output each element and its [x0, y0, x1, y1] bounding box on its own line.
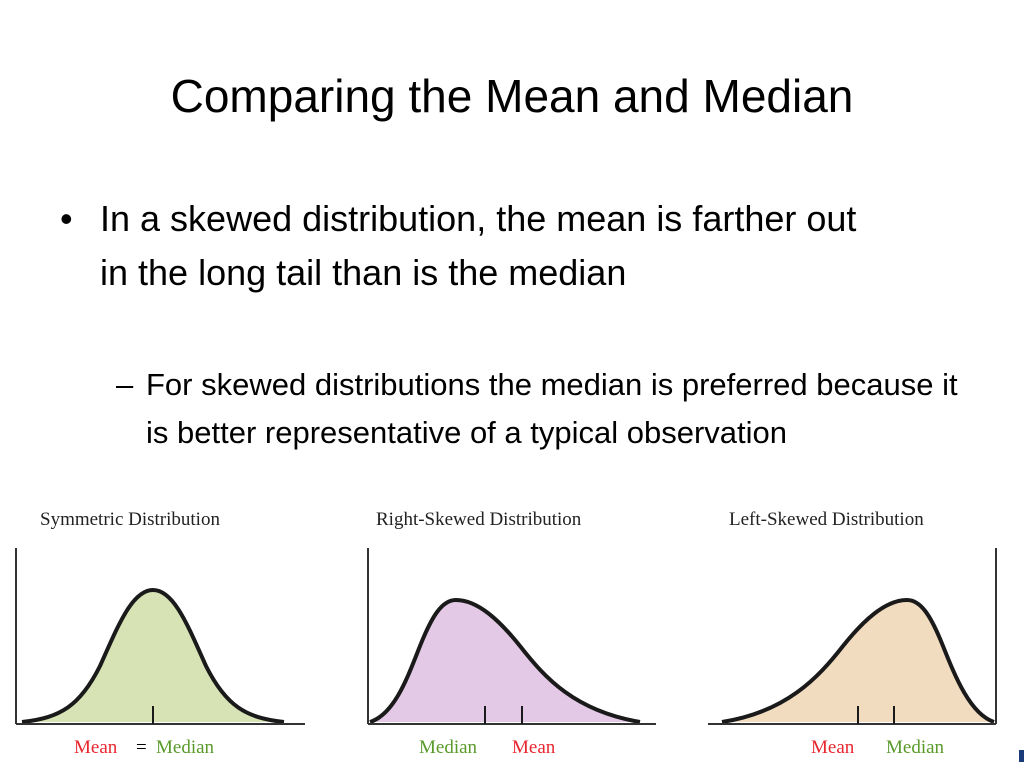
right-skewed-median-label: Median	[419, 737, 478, 758]
right-skewed-mean-label: Mean	[512, 737, 556, 758]
left-skewed-median-label: Median	[886, 737, 945, 758]
symmetric-equals-sign: =	[136, 737, 147, 758]
distribution-figure: Symmetric Distribution Mean = Median Rig…	[0, 496, 1024, 768]
right-skewed-curve-fill	[370, 600, 640, 722]
slide-title: Comparing the Mean and Median	[170, 70, 854, 122]
distribution-figure-svg: Symmetric Distribution Mean = Median Rig…	[15, 509, 997, 758]
symmetric-panel: Symmetric Distribution Mean = Median	[15, 509, 305, 758]
left-skewed-panel-title: Left-Skewed Distribution	[729, 509, 924, 530]
symmetric-mean-label: Mean	[74, 737, 118, 758]
sub-bullet: – For skewed distributions the median is…	[116, 361, 976, 491]
symmetric-median-label: Median	[156, 737, 215, 758]
bullet-marker: •	[60, 198, 73, 239]
subbullet-marker: –	[116, 367, 134, 402]
right-skewed-curve	[369, 597, 641, 724]
symmetric-panel-title: Symmetric Distribution	[40, 509, 220, 530]
symmetric-curve-fill	[22, 590, 284, 722]
left-skewed-curve	[721, 597, 995, 724]
sub-bullet-text: For skewed distributions the median is p…	[146, 367, 958, 450]
left-skewed-curve-fill	[722, 600, 994, 722]
slide-corner-mark	[1019, 750, 1024, 762]
symmetric-curve	[21, 587, 285, 724]
main-bullet-text: In a skewed distribution, the mean is fa…	[100, 198, 857, 293]
left-skewed-panel: Left-Skewed Distribution Mean Median	[708, 509, 997, 758]
left-skewed-mean-label: Mean	[811, 737, 855, 758]
right-skewed-panel: Right-Skewed Distribution Median Mean	[367, 509, 656, 758]
main-bullet: • In a skewed distribution, the mean is …	[60, 192, 880, 300]
right-skewed-panel-title: Right-Skewed Distribution	[376, 509, 582, 530]
